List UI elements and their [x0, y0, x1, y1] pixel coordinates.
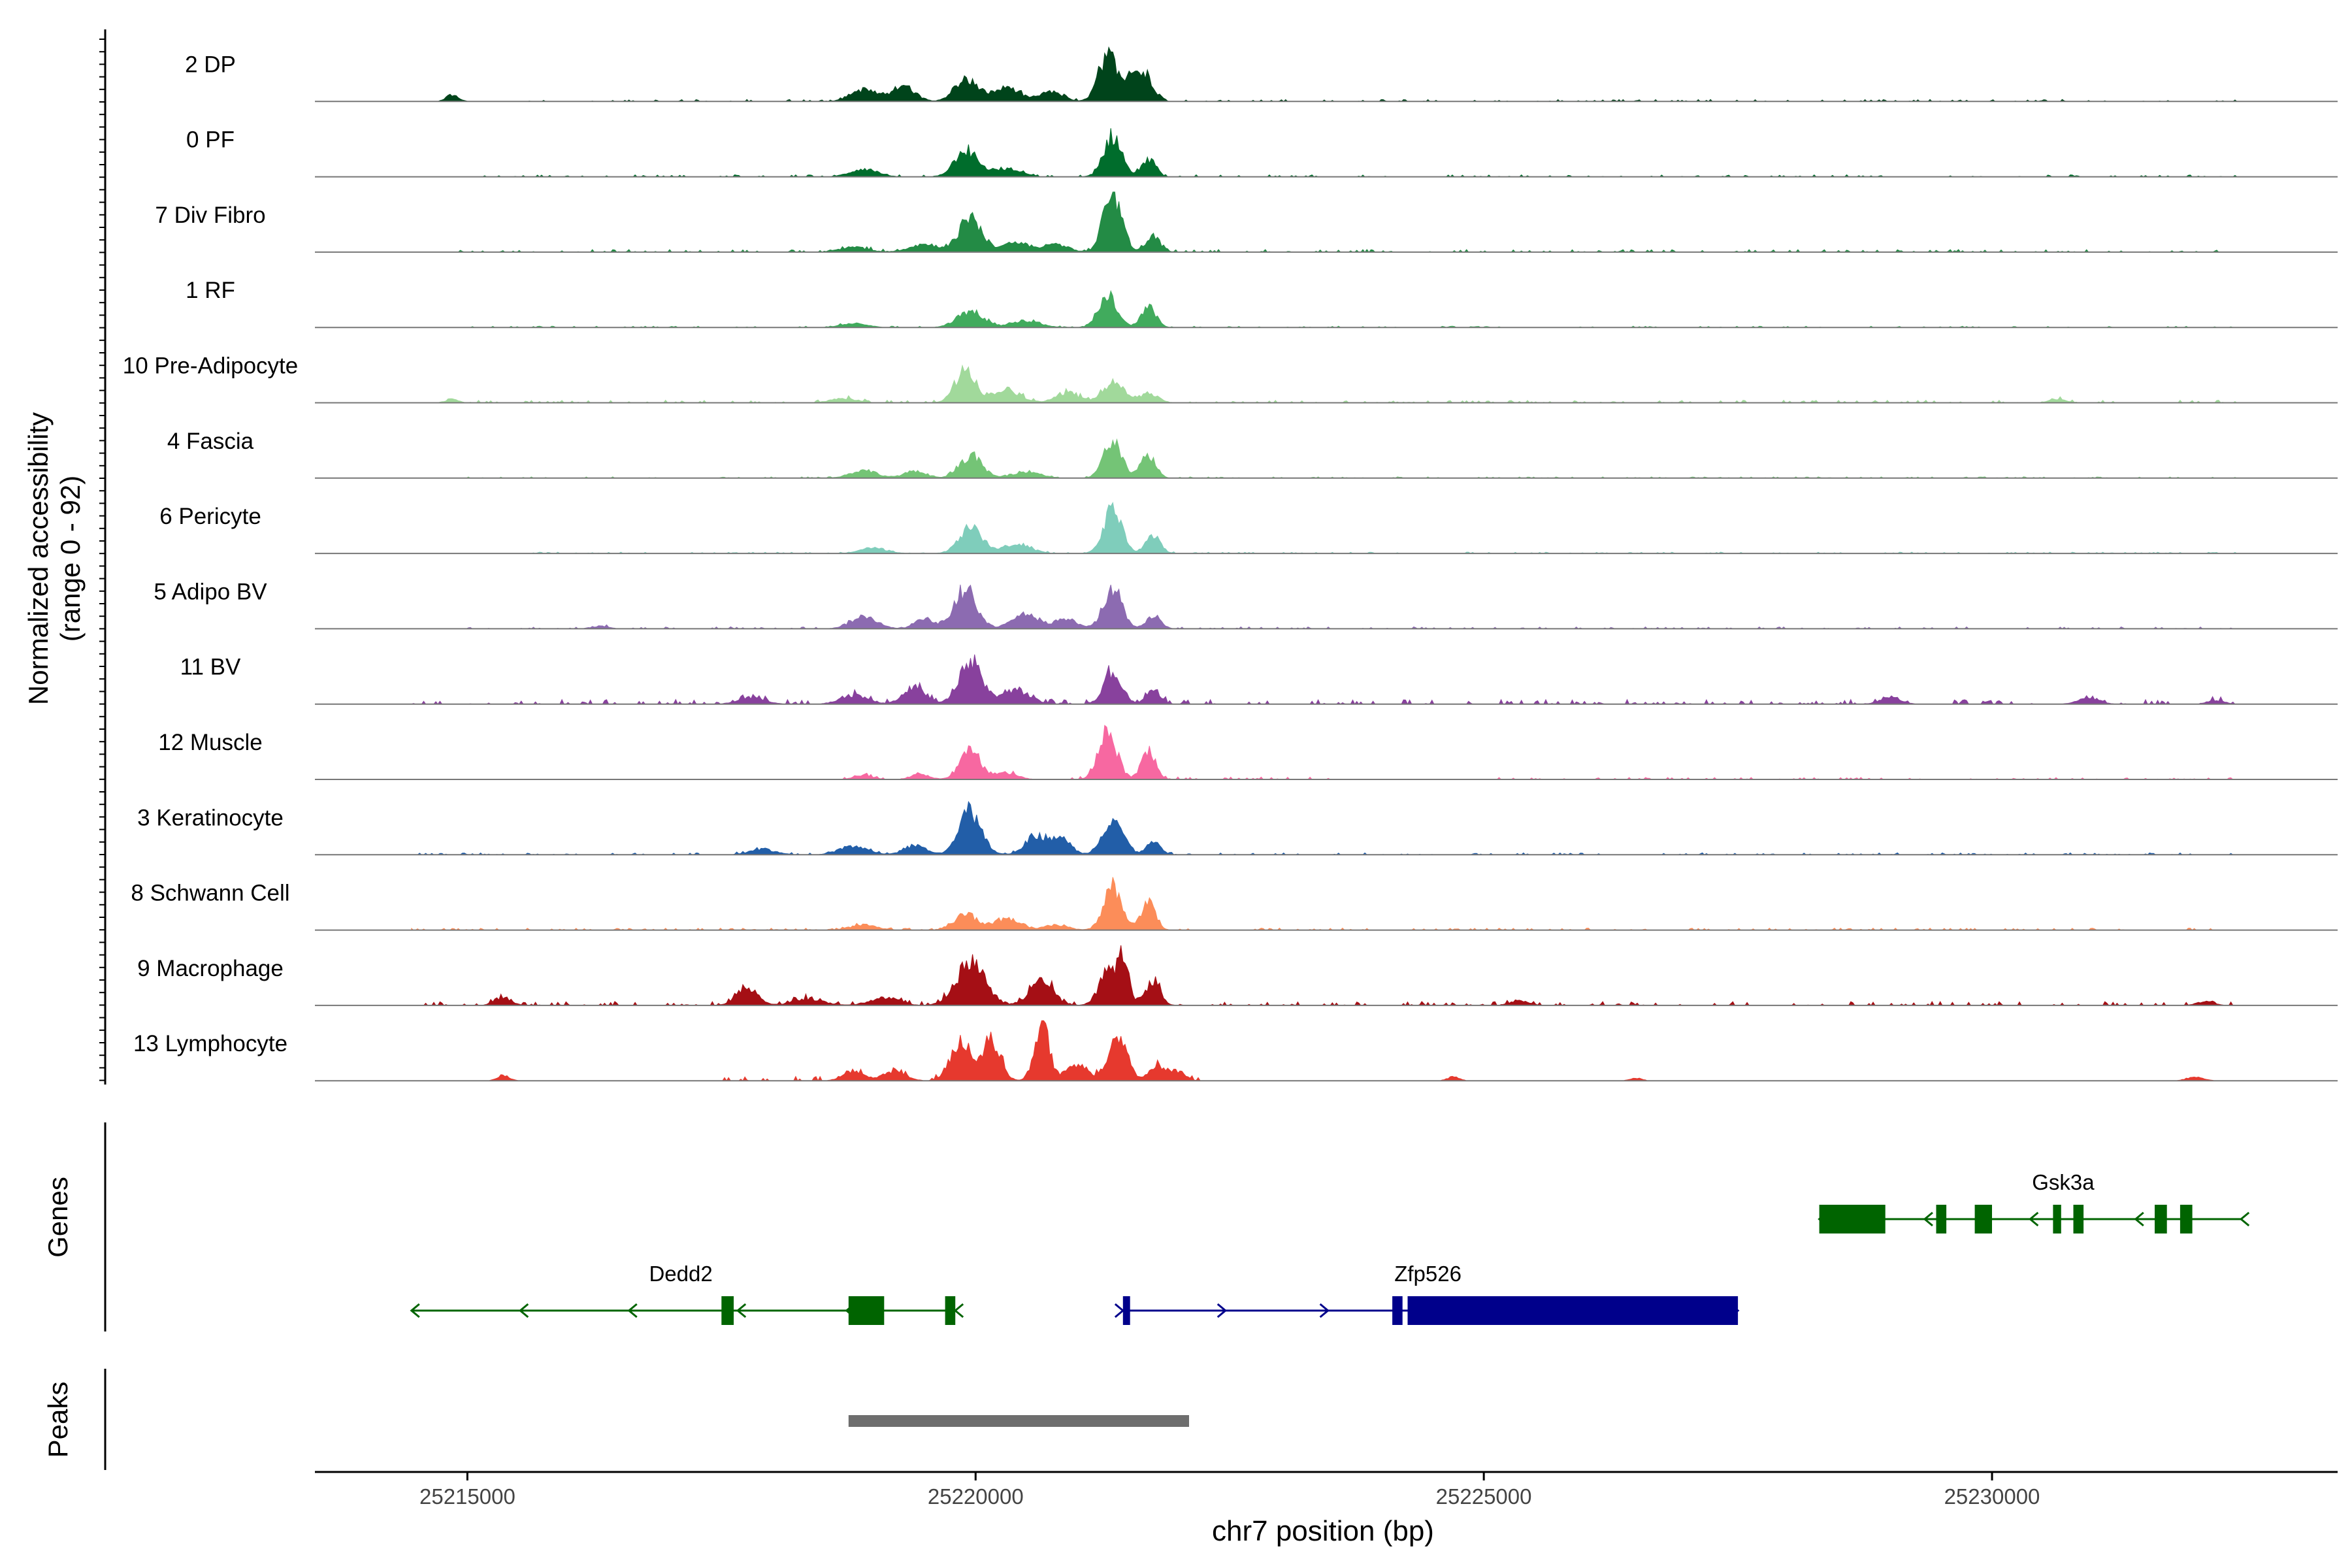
track-label: 10 Pre-Adipocyte — [123, 353, 298, 379]
x-axis: chr7 position (bp) 25215000 25220000 25225… — [315, 1471, 2338, 1547]
coverage-area — [411, 800, 2242, 855]
coverage-track: 6 Pericyte — [159, 502, 2338, 555]
coverage-area — [411, 584, 2242, 630]
coverage-track: 3 Keratinocyte — [137, 800, 2338, 856]
y-axis-label-line1: Normalized accessibility — [23, 412, 54, 705]
coverage-track: 10 Pre-Adipocyte — [123, 353, 2338, 404]
coverage-track: 9 Macrophage — [137, 945, 2338, 1006]
coverage-track: 4 Fascia — [167, 429, 2338, 479]
strand-arrow — [1217, 1303, 1228, 1318]
coverage-track: 5 Adipo BV — [154, 579, 2338, 630]
genes-panel-label: Genes — [42, 1177, 73, 1258]
track-label: 3 Keratinocyte — [137, 805, 284, 830]
track-label: 11 BV — [180, 655, 241, 680]
track-label: 6 Pericyte — [159, 504, 261, 529]
peak-region — [848, 1415, 1189, 1427]
gene-exon — [945, 1296, 956, 1325]
x-tick-label: 25225000 — [1436, 1484, 1532, 1509]
coverage-area — [411, 1020, 2242, 1082]
x-tick-label: 25230000 — [1944, 1484, 2040, 1509]
track-label: 2 DP — [185, 52, 236, 77]
coverage-area — [411, 945, 2242, 1006]
coverage-area — [411, 191, 2242, 253]
peaks-panel-label: Peaks — [42, 1382, 73, 1458]
strand-arrow — [1114, 1303, 1125, 1318]
gene-exon — [1407, 1296, 1739, 1325]
strand-arrow — [410, 1303, 420, 1318]
gene-model: Zfp526 — [1114, 1262, 1740, 1325]
strand-arrow — [1319, 1303, 1330, 1318]
gene-exon — [721, 1296, 734, 1325]
gene-model: Dedd2 — [410, 1262, 964, 1325]
coverage-tracks: 2 DP 0 PF 7 Div Fibro 1 RF 10 Pre-Adipocyte 4… — [99, 29, 2338, 1085]
x-tick-label: 25215000 — [419, 1484, 515, 1509]
coverage-track: 11 BV — [180, 654, 2338, 705]
peak-track: Peaks — [42, 1369, 1189, 1470]
gene-exon — [2155, 1205, 2167, 1233]
track-label: 0 PF — [186, 127, 235, 153]
strand-arrow — [2029, 1211, 2039, 1227]
gene-model: Gsk3a — [1818, 1170, 2250, 1233]
x-tick-label: 25220000 — [928, 1484, 1024, 1509]
track-label: 7 Div Fibro — [155, 203, 265, 228]
coverage-track: 1 RF — [186, 278, 2338, 329]
coverage-area — [411, 877, 2242, 931]
y-axis-label-line2: (range 0 - 92) — [55, 476, 86, 642]
coverage-area — [411, 128, 2242, 178]
gene-name-label: Dedd2 — [649, 1262, 712, 1286]
coverage-area — [411, 654, 2242, 705]
coverage-area — [411, 289, 2242, 328]
track-label: 4 Fascia — [167, 429, 254, 454]
gene-name-label: Gsk3a — [2032, 1170, 2095, 1194]
gene-exon — [1936, 1205, 1947, 1233]
strand-arrow — [736, 1303, 747, 1318]
track-label: 13 Lymphocyte — [133, 1031, 287, 1056]
coverage-track: 2 DP — [185, 46, 2338, 103]
gene-exon — [848, 1296, 885, 1325]
coverage-track: 12 Muscle — [158, 725, 2338, 780]
gene-exon — [1122, 1296, 1130, 1325]
strand-arrow — [2239, 1211, 2250, 1227]
gene-exon — [1974, 1205, 1992, 1233]
coverage-area — [411, 725, 2242, 780]
gene-track: Genes Dedd2 Zfp526 Gsk3a — [42, 1122, 2250, 1331]
strand-arrow — [518, 1303, 529, 1318]
strand-arrow — [2134, 1211, 2144, 1227]
gene-exon — [2053, 1205, 2061, 1233]
gene-exon — [2180, 1205, 2193, 1233]
gene-exon — [1819, 1205, 1886, 1233]
coverage-area — [411, 46, 2242, 102]
strand-arrow — [627, 1303, 638, 1318]
coverage-area — [411, 502, 2242, 554]
coverage-track: 13 Lymphocyte — [133, 1020, 2338, 1082]
track-label: 8 Schwann Cell — [131, 881, 289, 906]
coverage-track: 8 Schwann Cell — [131, 877, 2338, 931]
gene-name-label: Zfp526 — [1394, 1262, 1462, 1286]
track-label: 9 Macrophage — [137, 956, 284, 981]
x-axis-label: chr7 position (bp) — [1212, 1515, 1434, 1547]
coverage-track: 0 PF — [186, 127, 2338, 178]
strand-arrow — [1923, 1211, 1933, 1227]
y-axis-label: Normalized accessibility (range 0 - 92) — [23, 412, 86, 705]
gene-exon — [1392, 1296, 1403, 1325]
coverage-area — [411, 438, 2242, 479]
strand-arrow — [953, 1303, 964, 1318]
coverage-track: 7 Div Fibro — [155, 191, 2338, 253]
track-label: 5 Adipo BV — [154, 579, 267, 604]
track-label: 1 RF — [186, 278, 235, 303]
gene-exon — [2073, 1205, 2084, 1233]
coverage-area — [411, 364, 2242, 404]
track-label: 12 Muscle — [158, 730, 263, 755]
